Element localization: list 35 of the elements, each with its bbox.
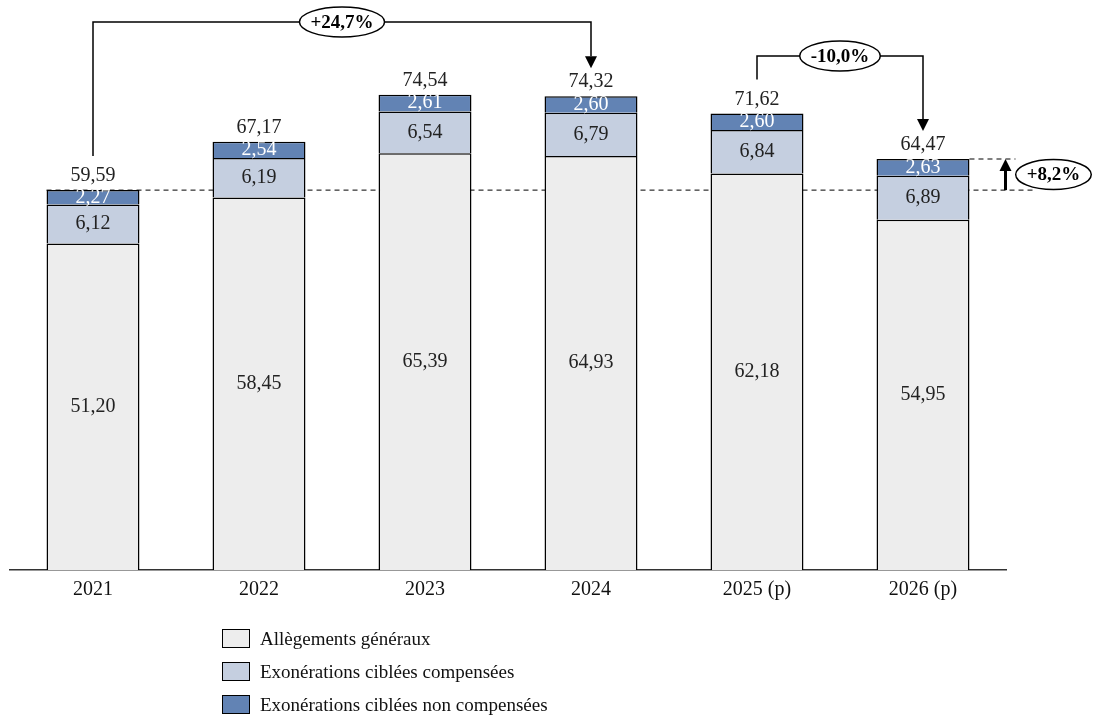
total-label: 74,54 [402, 68, 448, 91]
text: +24,7% [310, 10, 374, 32]
data-label: 6,84 [739, 139, 775, 162]
legend-label: Allègements généraux [260, 627, 431, 650]
total-label: 74,32 [568, 69, 614, 92]
legend-label: Exonérations ciblées compensées [260, 660, 515, 683]
data-label: 65,39 [402, 348, 448, 371]
total-label: 64,47 [900, 132, 946, 155]
data-label: 2,60 [573, 91, 609, 114]
text: -10,0% [810, 44, 870, 66]
data-label: 6,19 [241, 164, 277, 187]
data-label: 58,45 [236, 370, 282, 393]
x-tick-label: 2023 [405, 577, 445, 600]
x-tick-label: 2021 [73, 577, 113, 600]
data-label: 6,79 [573, 121, 609, 144]
data-label: 62,18 [734, 359, 780, 382]
total-label: 71,62 [734, 86, 780, 109]
total-label: 67,17 [236, 114, 282, 137]
text: +8,2% [1026, 163, 1081, 185]
data-label: 6,12 [75, 211, 111, 234]
data-label: 54,95 [900, 382, 946, 405]
total-label: 59,59 [70, 163, 116, 186]
x-tick-label: 2022 [239, 577, 279, 600]
data-label: 51,20 [70, 394, 116, 417]
data-label: 2,61 [407, 90, 443, 113]
x-tick-label: 2025 (p) [722, 577, 792, 601]
legend-label: Exonérations ciblées non compensées [260, 693, 548, 716]
data-label: 64,93 [568, 350, 614, 373]
data-label: 2,63 [905, 154, 941, 177]
x-tick-label: 2024 [571, 577, 611, 600]
x-tick-label: 2026 (p) [888, 577, 958, 601]
data-label: 6,89 [905, 184, 941, 207]
data-label: 6,54 [407, 119, 443, 142]
data-label: 2,60 [739, 108, 775, 131]
data-label: 2,54 [241, 137, 277, 160]
